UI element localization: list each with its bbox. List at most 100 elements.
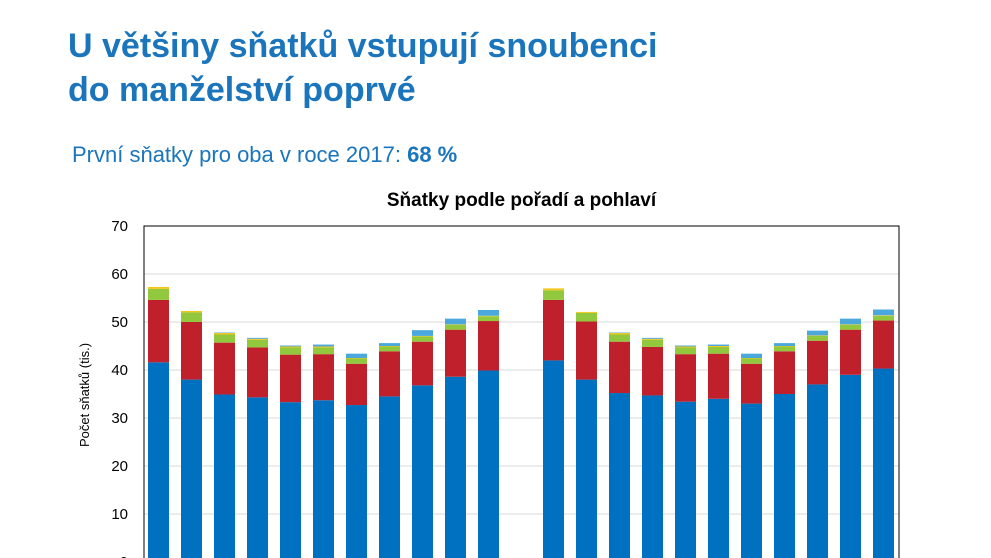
bar-segment (774, 343, 795, 346)
bar-segment (609, 334, 630, 342)
bar-segment (379, 343, 400, 346)
bar-segment (741, 353, 762, 358)
bar-segment (774, 394, 795, 558)
bar-segment (609, 393, 630, 558)
bar-segment (840, 329, 861, 375)
bar-segment (148, 288, 169, 300)
bar-segment (379, 396, 400, 558)
bar-segment (576, 321, 597, 380)
y-tick-label: 30 (111, 410, 128, 427)
bar-segment (181, 310, 202, 313)
bar-segment (247, 337, 268, 339)
chart-title: Sňatky podle pořadí a pohlaví (386, 190, 657, 211)
bar-segment (280, 402, 301, 558)
bar-segment (807, 330, 828, 336)
y-tick-label: 0 (120, 554, 128, 558)
bar-segment (708, 398, 729, 558)
bar-segment (873, 368, 894, 558)
bar-segment (478, 370, 499, 558)
bar-segment (675, 401, 696, 558)
bar-segment (708, 346, 729, 347)
bar-segment (148, 362, 169, 558)
bar-segment (280, 347, 301, 355)
bar-segment (247, 338, 268, 340)
bar-segment (445, 329, 466, 377)
bar-segment (247, 397, 268, 558)
bar-segment (774, 346, 795, 352)
subtitle-text: První sňatky pro oba v roce 2017: (72, 142, 408, 167)
bar-segment (181, 379, 202, 558)
bar-segment (181, 312, 202, 322)
bar-segment (280, 345, 301, 347)
bar-segment (543, 290, 564, 300)
bar-segment (313, 354, 334, 401)
bar-segment (181, 322, 202, 380)
bar-segment (741, 363, 762, 404)
bar-segment (412, 336, 433, 342)
y-tick-label: 70 (111, 218, 128, 235)
bar-segment (873, 315, 894, 321)
bar-segment (214, 333, 235, 335)
bar-segment (412, 330, 433, 336)
bar-segment (313, 400, 334, 558)
bar-segment (642, 339, 663, 347)
bar-segment (412, 385, 433, 558)
bar-segment (675, 346, 696, 348)
plot-area-frame (143, 225, 900, 558)
bar-segment (445, 318, 466, 325)
bar-segment (379, 346, 400, 352)
bar-segment (148, 299, 169, 363)
y-tick-label: 60 (111, 266, 128, 283)
bar-segment (543, 288, 564, 291)
bar-segment (807, 340, 828, 385)
bar-segment (478, 321, 499, 371)
slide-title-line-1: U většiny sňatků vstupují snoubenci (68, 27, 658, 65)
bar-segment (576, 379, 597, 558)
bar-segment (214, 342, 235, 395)
bar-segment (840, 374, 861, 558)
y-tick-label: 10 (111, 506, 128, 523)
bar-segment (642, 346, 663, 396)
bar-segment (807, 335, 828, 341)
bar-segment (346, 358, 367, 364)
bar-segment (642, 395, 663, 558)
bar-segment (478, 310, 499, 316)
bar-segment (214, 334, 235, 343)
bar-segment (280, 354, 301, 403)
bar-segment (445, 324, 466, 330)
bar-segment (379, 351, 400, 397)
bar-segment (873, 309, 894, 316)
bar-segment (873, 320, 894, 369)
bar-segment (675, 345, 696, 347)
slide-subtitle: První sňatky pro oba v roce 2017: 68 % (72, 140, 457, 170)
bar-segment (774, 351, 795, 394)
bar-segment (741, 403, 762, 558)
bar-segment (576, 312, 597, 322)
bar-segment (543, 299, 564, 361)
bar-segment (247, 347, 268, 398)
bar-segment (346, 353, 367, 358)
bar-segment (313, 344, 334, 347)
bar-segment (675, 354, 696, 402)
y-tick-label: 50 (111, 314, 128, 331)
bar-segment (708, 346, 729, 354)
bar-segment (214, 394, 235, 558)
bar-segment (445, 376, 466, 558)
bar-segment (609, 333, 630, 335)
bar-segment (576, 311, 597, 313)
bar-segment (346, 363, 367, 406)
bar-segment (280, 346, 301, 348)
bar-segment (708, 344, 729, 346)
bar-segment (807, 384, 828, 558)
bar-segment (708, 353, 729, 399)
bar-segment (313, 347, 334, 355)
slide-title: U většiny sňatků vstupují snoubenci do m… (68, 24, 657, 112)
bar-segment (840, 318, 861, 325)
y-tick-label: 20 (111, 458, 128, 475)
bar-segment (247, 339, 268, 348)
bar-segment (478, 316, 499, 322)
bar-segment (642, 338, 663, 340)
bar-segment (609, 341, 630, 394)
bar-segment (313, 346, 334, 348)
